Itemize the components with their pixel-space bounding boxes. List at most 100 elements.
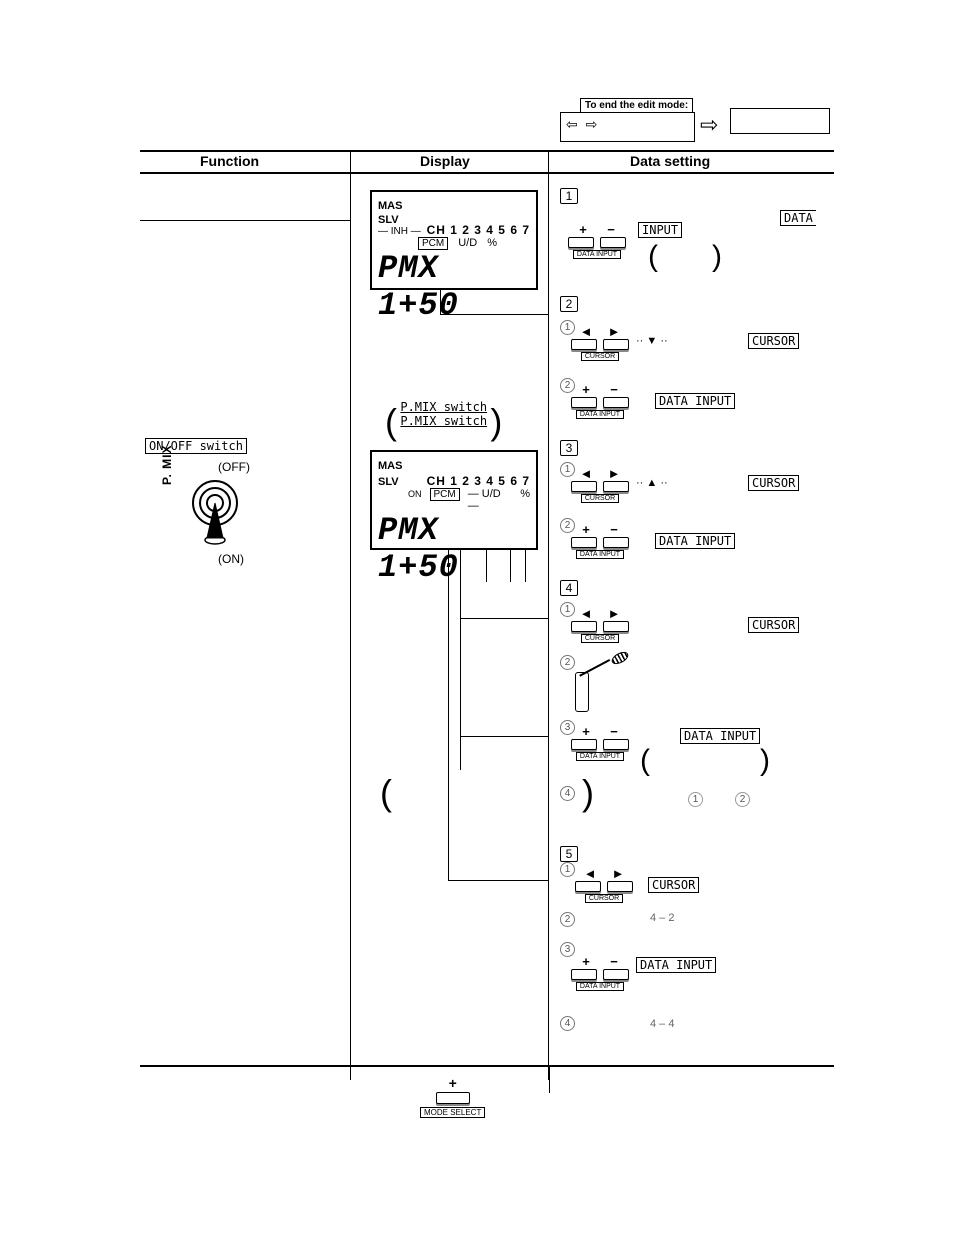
step2-cursor-label: CURSOR <box>748 333 799 349</box>
step3-marker: ·· ▲ ·· <box>636 477 668 489</box>
lcd1-pcm: PCM <box>418 237 448 250</box>
leader-line <box>486 550 487 582</box>
step5-cursor-keys: ◄► CURSOR <box>572 866 636 903</box>
lcd-display-2: MAS SLV CH 1 2 3 4 5 6 7 ON PCM — U/D — … <box>370 450 538 550</box>
arrow-right-icon: ⇨ <box>700 112 718 138</box>
page-container: To end the edit mode: ⇦ ⇨ ⇨ Function Dis… <box>0 0 954 1235</box>
switch-off-label: (OFF) <box>218 460 250 474</box>
col-divider-1 <box>350 150 351 1080</box>
leader-line <box>448 550 449 880</box>
step4-paren-close: ) <box>760 744 770 778</box>
step1-data-label: DATA <box>780 210 816 226</box>
step3-data-input-label: DATA INPUT <box>655 533 735 549</box>
col-header-display: Display <box>420 153 470 169</box>
step3-data-keys: +− DATA INPUT <box>568 522 632 559</box>
lcd2-on: ON <box>408 489 422 499</box>
empty-paren-note: ( ) <box>380 772 684 814</box>
lcd1-pct: % <box>487 237 497 249</box>
step4-cursor-keys: ◄► CURSOR <box>568 606 632 643</box>
step1-paren-close: ) <box>712 240 722 274</box>
step3-cursor-label: CURSOR <box>748 475 799 491</box>
step2-data-input-label: DATA INPUT <box>655 393 735 409</box>
step3-cursor-keylabel: CURSOR <box>581 494 619 503</box>
col-header-function: Function <box>200 153 259 169</box>
leader-line <box>510 550 511 582</box>
leader-line <box>460 550 461 770</box>
step4-data-keys: +− DATA INPUT <box>568 724 632 761</box>
lcd2-segment-readout: PMX 1+50 <box>378 512 530 586</box>
step-1-number: 1 <box>560 188 578 204</box>
step4-ref2: 2 <box>735 792 750 807</box>
step4-paren-open: ( <box>640 744 650 778</box>
lcd1-slv: SLV <box>378 214 421 226</box>
step5-sub2: 2 <box>560 912 575 927</box>
control-stick-icon <box>575 657 625 712</box>
step4-data-input-label: DATA INPUT <box>680 728 760 744</box>
step1-input-label: INPUT <box>638 222 682 238</box>
step4-data-keylabel: DATA INPUT <box>576 752 624 761</box>
step2-marker: ·· ▼ ·· <box>636 335 668 347</box>
lcd2-pcm: PCM <box>430 488 460 501</box>
mode-select-label: MODE SELECT <box>420 1107 485 1118</box>
step-5-number: 5 <box>560 846 578 862</box>
step2-cursor-keylabel: CURSOR <box>581 352 619 361</box>
step2-data-keys: +− DATA INPUT <box>568 382 632 419</box>
step5-ref-42: 4 – 2 <box>650 912 674 924</box>
step-3-number: 3 <box>560 440 578 456</box>
step4-sub4: 4 <box>560 786 575 801</box>
lcd-display-1: MAS SLV — INH — CH 1 2 3 4 5 6 7 PCM U/D… <box>370 190 538 290</box>
lcd1-mas: MAS <box>378 200 402 212</box>
step-2-number: 2 <box>560 296 578 312</box>
switch-on-label: (ON) <box>218 552 244 566</box>
mode-select-key: + MODE SELECT <box>420 1075 485 1118</box>
bottom-rule <box>140 1065 834 1067</box>
header-rule-top <box>140 150 834 152</box>
pmix-vertical-label: P. MIX <box>160 425 174 485</box>
pmix-switch-line2: P.MIX switch <box>400 414 487 428</box>
leader-line <box>525 550 526 582</box>
lcd2-channels: CH 1 2 3 4 5 6 7 <box>427 474 530 488</box>
step2-cursor-keys: ◄► CURSOR <box>568 324 632 361</box>
step2-data-keylabel: DATA INPUT <box>576 410 624 419</box>
end-edit-arrows-icon: ⇦ ⇨ <box>566 116 599 133</box>
leader-line <box>460 618 548 619</box>
step1-data-input-keylabel: DATA INPUT <box>573 250 621 259</box>
step5-data-input-label: DATA INPUT <box>636 957 716 973</box>
leader-line <box>448 880 548 881</box>
step5-ref-44: 4 – 4 <box>650 1018 674 1030</box>
step1-paren-open: ( <box>648 240 658 274</box>
lcd2-mas: MAS <box>378 460 402 472</box>
leader-line <box>440 290 441 314</box>
pmix-switch-line1: P.MIX switch <box>400 400 487 414</box>
lcd2-ud: — U/D — <box>468 488 512 512</box>
lcd1-inh: — INH — <box>378 226 421 237</box>
leader-line <box>460 736 548 737</box>
step4-sub2: 2 <box>560 655 575 670</box>
end-edit-mode-label: To end the edit mode: <box>580 98 693 113</box>
step5-sub4: 4 <box>560 1016 575 1031</box>
header-rule-bottom <box>140 172 834 174</box>
lcd1-segment-readout: PMX 1+50 <box>378 250 530 324</box>
step5-cursor-label: CURSOR <box>648 877 699 893</box>
function-sub-rule <box>140 220 350 221</box>
step1-data-input-keys: +− DATA INPUT <box>565 222 629 259</box>
step5-data-keylabel: DATA INPUT <box>576 982 624 991</box>
pmix-toggle-switch-icon <box>190 478 240 548</box>
pmix-switch-note: ( P.MIX switch P.MIX switch ) <box>385 400 502 443</box>
step3-cursor-keys: ◄► CURSOR <box>568 466 632 503</box>
lcd1-ud: U/D <box>458 237 477 249</box>
step4-cursor-keylabel: CURSOR <box>581 634 619 643</box>
end-edit-target-box <box>730 108 830 134</box>
lcd2-pct: % <box>520 488 530 500</box>
leader-line <box>440 314 548 315</box>
step-4-number: 4 <box>560 580 578 596</box>
step4-ref1: 1 <box>688 792 703 807</box>
step4-cursor-label: CURSOR <box>748 617 799 633</box>
lcd1-channels: CH 1 2 3 4 5 6 7 <box>427 223 530 237</box>
col-header-data: Data setting <box>630 153 710 169</box>
leader-line <box>549 1065 550 1093</box>
step3-data-keylabel: DATA INPUT <box>576 550 624 559</box>
step5-data-keys: +− DATA INPUT <box>568 954 632 991</box>
col-divider-2 <box>548 150 549 1080</box>
lcd2-slv: SLV <box>378 476 399 488</box>
